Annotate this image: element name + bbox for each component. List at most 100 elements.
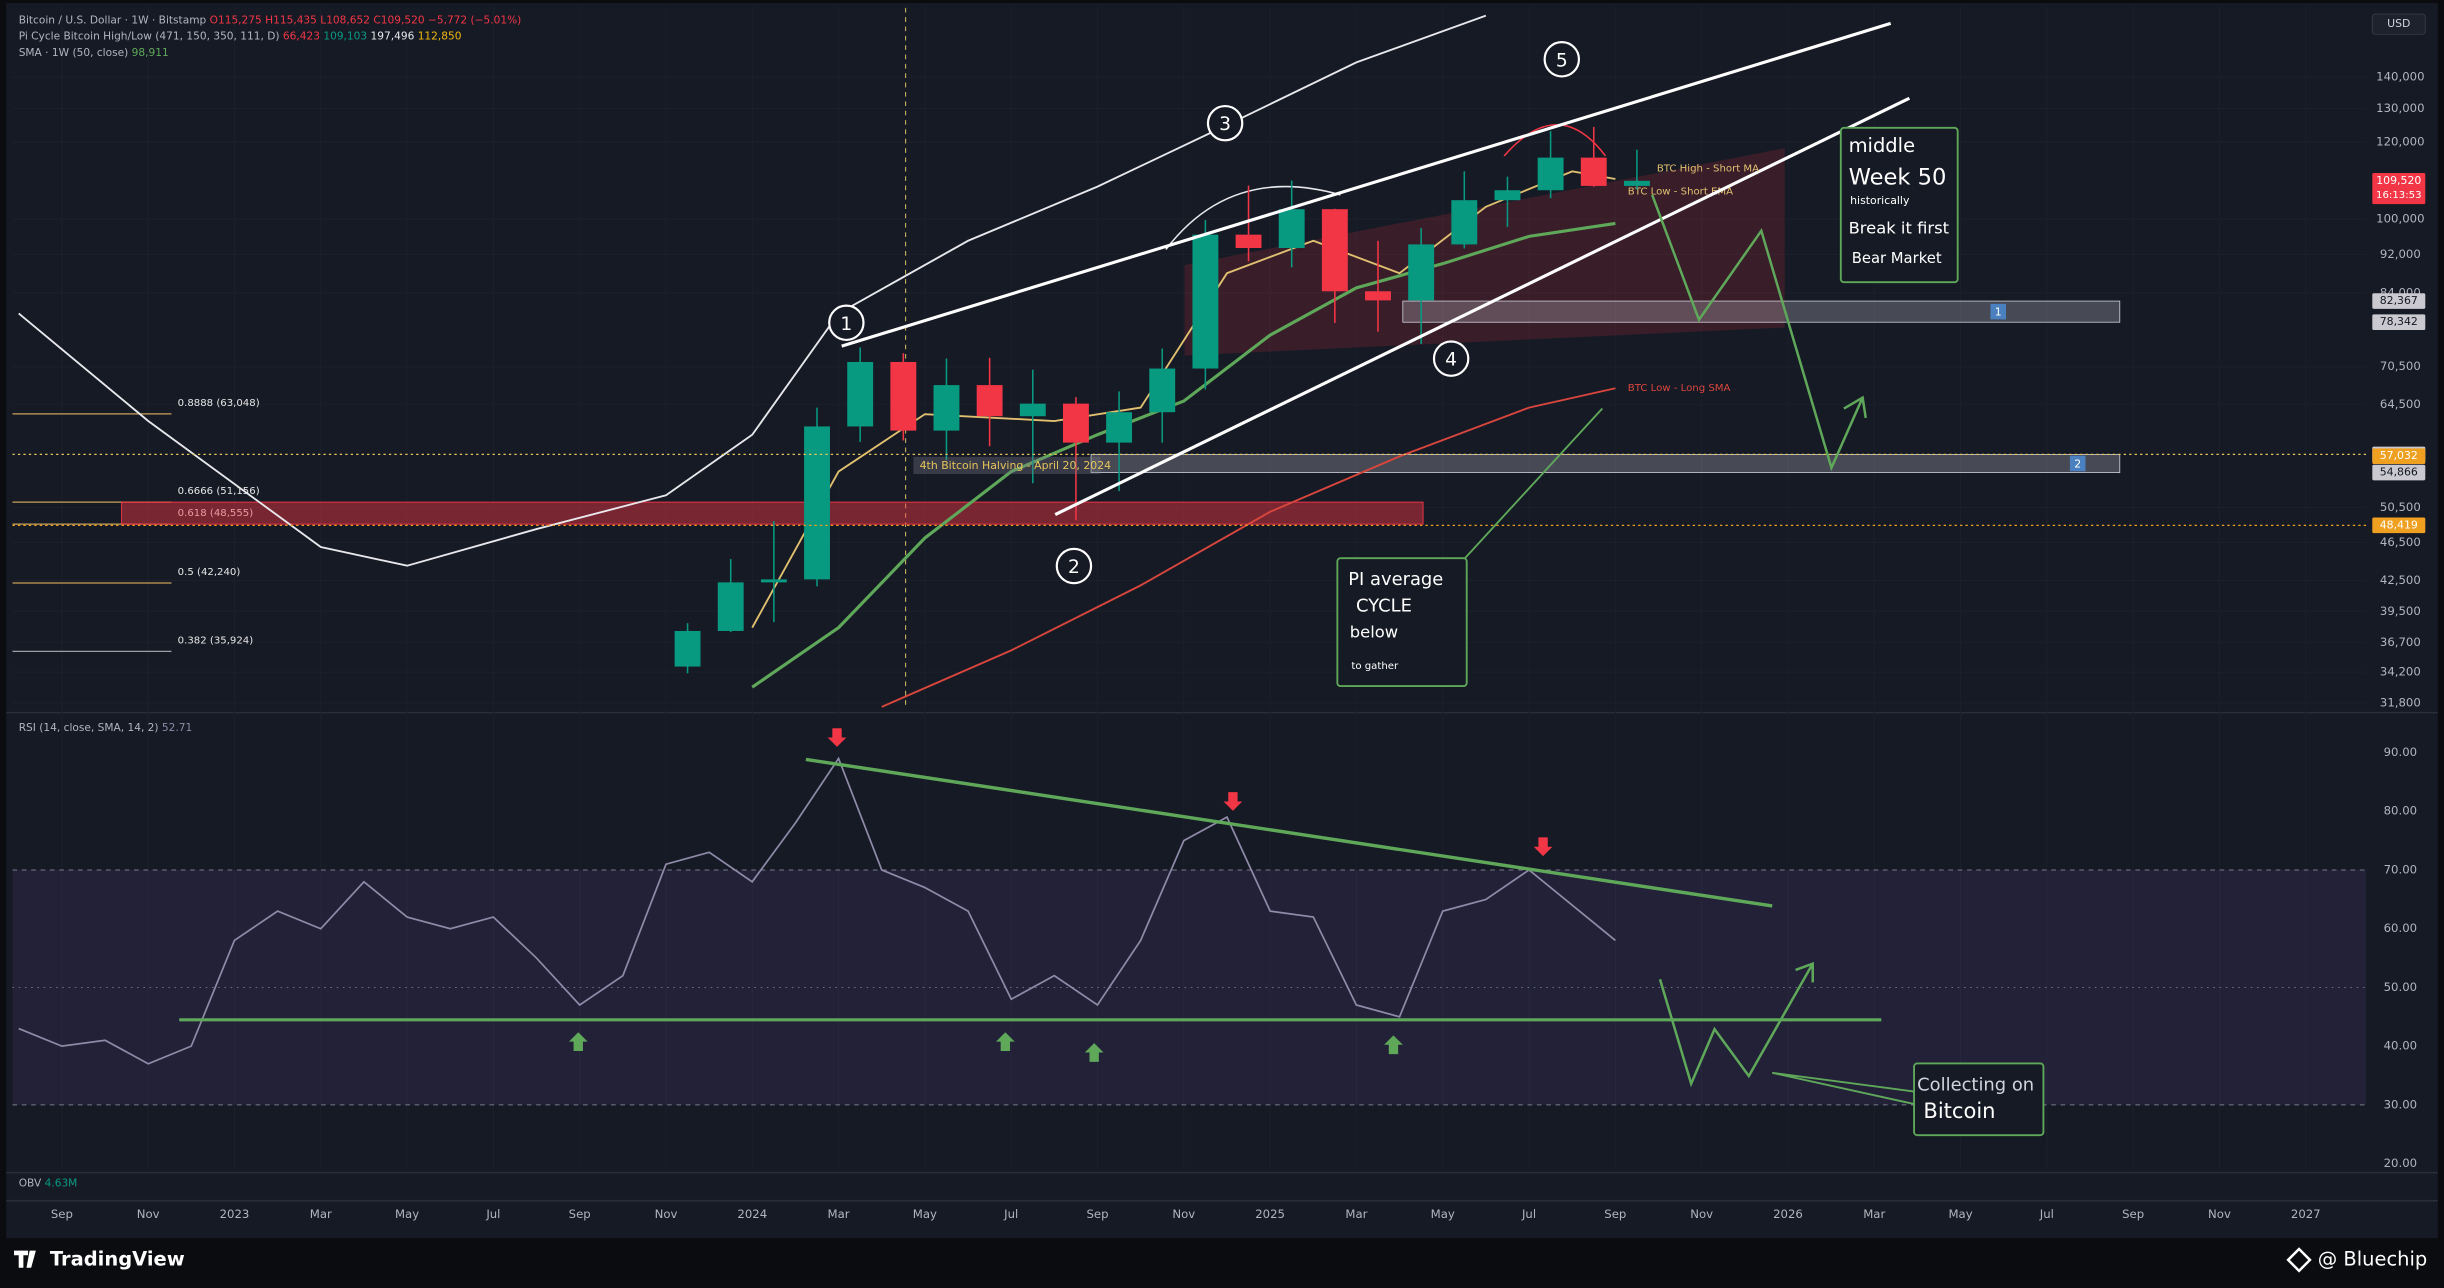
fib-label: 0.6666 (51,156) [178, 486, 260, 497]
rsi-tick-label: 60.00 [2384, 921, 2417, 935]
x-tick-label: Mar [1863, 1207, 1885, 1221]
wave-circles [828, 41, 1581, 585]
wave-circle [1055, 547, 1093, 585]
legend-line: Bitcoin / U.S. Dollar · 1W · Bitstamp O1… [19, 14, 522, 26]
up-arrow [995, 1032, 1015, 1051]
rsi-tick-label: 40.00 [2384, 1039, 2417, 1053]
support-zone [1090, 454, 2121, 473]
y-tick-label: 130,000 [2376, 101, 2424, 115]
y-tick-label: 42,500 [2380, 573, 2421, 587]
x-tick-label: Mar [828, 1207, 850, 1221]
legend-item: Pi Cycle Bitcoin High/Low (471, 150, 350… [19, 31, 280, 43]
price-label-box [2372, 293, 2426, 309]
legend-line: OBV 4.63M [19, 1178, 78, 1190]
collect-box [1913, 1062, 2045, 1137]
x-tick-label: 2023 [220, 1207, 250, 1221]
candle-body [674, 630, 701, 667]
legend-item: −5,772 (−5.01%) [428, 14, 521, 26]
connector [1461, 407, 1604, 562]
wave-label: 3 [1219, 114, 1231, 135]
legend: Bitcoin / U.S. Dollar · 1W · Bitstamp O1… [19, 14, 522, 1189]
price-label-box [2372, 448, 2426, 465]
candle-body [1580, 157, 1607, 186]
cycle-text: below [1350, 623, 1398, 642]
legend-item: 66,423 [283, 31, 320, 43]
x-tick-label: Nov [137, 1207, 160, 1221]
candle-body [847, 361, 874, 427]
wave-label: 2 [1068, 557, 1080, 578]
price-label: 109,520 [2376, 174, 2421, 187]
candle-body [1537, 157, 1564, 191]
legend-line: Pi Cycle Bitcoin High/Low (471, 150, 350… [19, 31, 462, 43]
legend-item: 197,496 [371, 31, 415, 43]
rsi-tick-label: 90.00 [2384, 745, 2417, 759]
countdown: 16:13:53 [2376, 190, 2421, 201]
x-tick-label: Sep [51, 1207, 73, 1221]
candle-body [1062, 403, 1089, 443]
brand-logo [14, 1250, 36, 1268]
legend-item: SMA · 1W (50, close) [19, 47, 129, 59]
fib-zone [121, 501, 1424, 525]
up-arrow [1084, 1043, 1104, 1062]
x-tick-label: Sep [1086, 1207, 1108, 1221]
drawings: 1 2 3 4 5 4th Bitcoin Halving - April 20… [179, 21, 2045, 1137]
up-arrow [568, 1032, 588, 1051]
fib-label: 0.618 (48,555) [178, 508, 254, 519]
legend-line: RSI (14, close, SMA, 14, 2) 52.71 [19, 722, 193, 734]
zone-label: 1 [1995, 305, 2002, 318]
y-tick-label: 100,000 [2376, 212, 2424, 226]
price-label-box [2372, 314, 2426, 331]
legend-item: C109,520 [373, 14, 424, 26]
wave-circle [1543, 41, 1581, 78]
price-label: 54,866 [2380, 466, 2418, 479]
wave-label: 1 [840, 314, 852, 335]
x-tick-label: May [395, 1207, 419, 1221]
x-tick-label: 2024 [737, 1207, 767, 1221]
arrow-head [1843, 395, 1867, 419]
rsi-projection [1658, 963, 1814, 1088]
y-tick-label: 140,000 [2376, 70, 2424, 84]
candle-body [1408, 244, 1435, 301]
x-tick-label: 2025 [1255, 1207, 1285, 1221]
y-tick-label: 92,000 [2380, 247, 2421, 261]
down-arrow [1533, 837, 1553, 857]
legend-item: 112,850 [418, 31, 462, 43]
candle-body [1494, 190, 1521, 201]
zone-badge [1990, 303, 2007, 320]
rsi-tick-label: 20.00 [2384, 1156, 2417, 1170]
price-label-box [2372, 464, 2426, 481]
rsi-tick-label: 30.00 [2384, 1097, 2417, 1111]
legend-item: 109,103 [323, 31, 367, 43]
zone-label: 2 [2074, 457, 2081, 470]
credit-logo [2286, 1247, 2312, 1273]
note-text: Bear Market [1852, 250, 1942, 267]
rsi-pane [12, 756, 2367, 1106]
connector [1772, 1071, 1915, 1105]
candle-body [717, 582, 744, 631]
rsi-trend-line [805, 757, 1773, 908]
y-tick-label: 50,500 [2380, 500, 2421, 514]
x-tick-label: Nov [2208, 1207, 2231, 1221]
note-text: middle [1849, 134, 1915, 157]
up-arrow [1384, 1035, 1403, 1055]
x-tick-label: Sep [569, 1207, 591, 1221]
price-label: 57,032 [2380, 449, 2418, 462]
line-label: BTC Low - Short EMA [1628, 186, 1733, 197]
note-text: Break it first [1849, 219, 1950, 238]
candle-body [1149, 368, 1176, 413]
zone-badge [2069, 455, 2086, 472]
price-label: 82,367 [2380, 294, 2418, 307]
rsi-tick-label: 50.00 [2384, 980, 2417, 994]
legend-item: RSI (14, close, SMA, 14, 2) [19, 722, 159, 734]
note-text: historically [1850, 194, 1910, 207]
note-box [1839, 126, 1959, 284]
candle-body [890, 361, 917, 431]
x-tick-label: Nov [1690, 1207, 1713, 1221]
x-tick-label: May [1431, 1207, 1455, 1221]
price-label-box [2372, 517, 2426, 534]
rsi-tick-label: 70.00 [2384, 862, 2417, 876]
overlay-line [881, 387, 1616, 708]
x-tick-label: Mar [1345, 1207, 1367, 1221]
candle-body [1192, 234, 1219, 369]
